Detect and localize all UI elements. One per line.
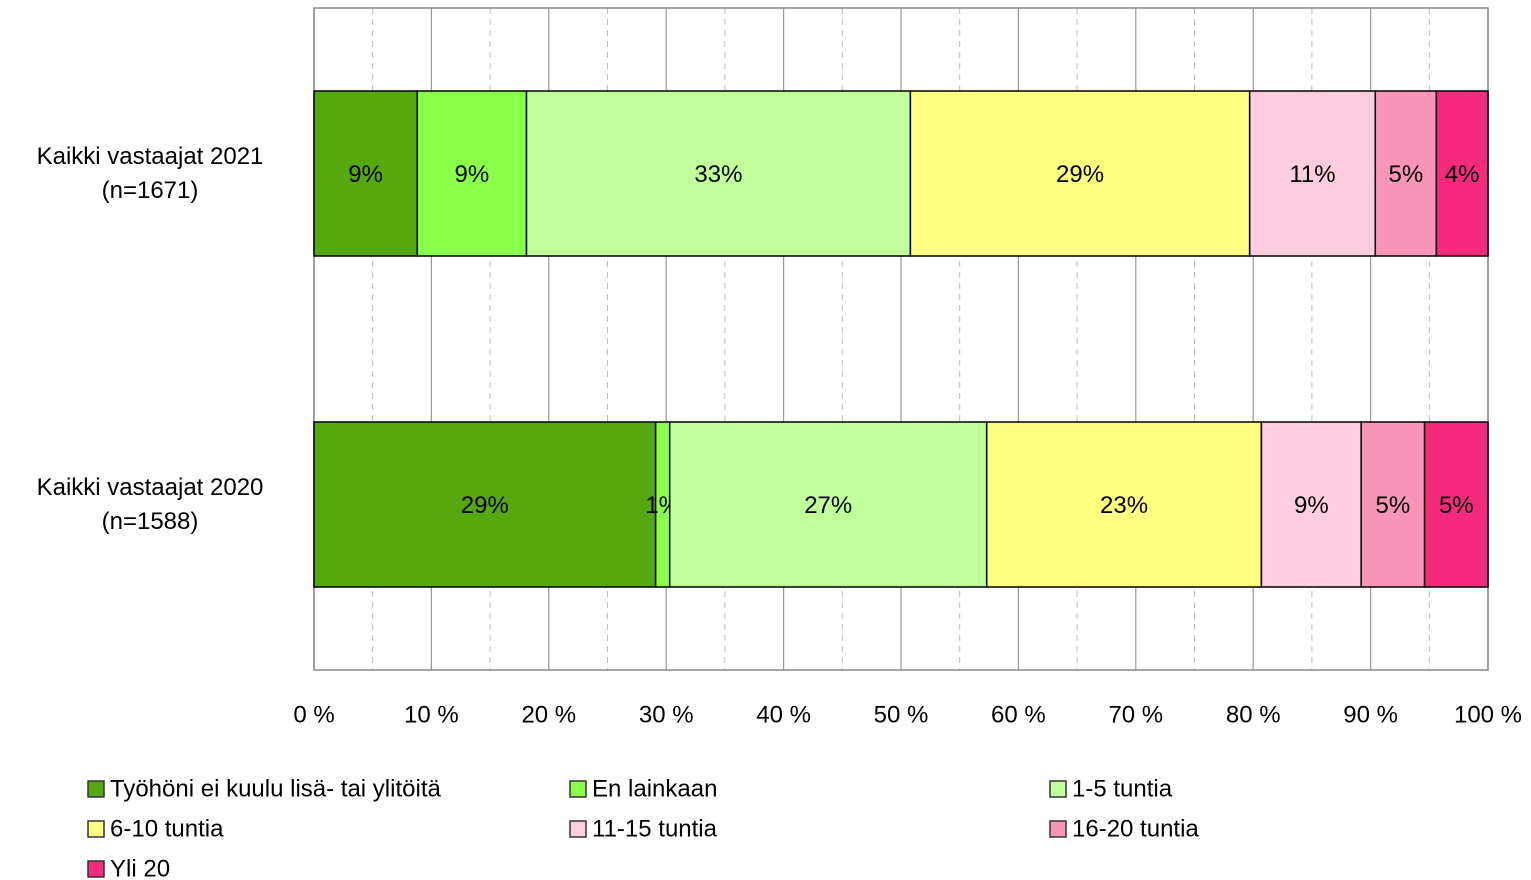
x-tick-label: 20 % [521, 701, 576, 728]
legend-label: 6-10 tuntia [110, 815, 224, 842]
legend-label: 1-5 tuntia [1072, 775, 1173, 802]
legend-swatch [87, 780, 105, 798]
legend-swatch [87, 860, 105, 878]
data-label: 5% [1376, 492, 1411, 519]
bar-segment [1423, 421, 1489, 588]
x-tick-label: 60 % [991, 701, 1046, 728]
data-label: 11% [1289, 161, 1335, 188]
x-tick-label: 10 % [404, 701, 459, 728]
bar-segment [1360, 421, 1426, 588]
plot-border [313, 7, 1489, 671]
data-label: 4% [1445, 161, 1480, 188]
data-label: 5% [1439, 492, 1474, 519]
legend-swatch [569, 780, 587, 798]
x-tick-label: 80 % [1226, 701, 1281, 728]
bar-segment [1260, 421, 1362, 588]
x-tick-label: 30 % [639, 701, 694, 728]
x-tick-label: 50 % [874, 701, 929, 728]
data-label: 9% [455, 161, 490, 188]
legend-label: En lainkaan [592, 775, 717, 802]
legend-label: 16-20 tuntia [1072, 815, 1199, 842]
bar-segment [985, 421, 1263, 588]
data-label: 29% [461, 492, 509, 519]
data-label: 33% [694, 161, 742, 188]
legend-label: Yli 20 [110, 855, 170, 880]
legend-swatch [1049, 780, 1067, 798]
bar-segment [416, 90, 528, 257]
bar-segment [1435, 90, 1489, 257]
x-tick-label: 90 % [1343, 701, 1398, 728]
legend-label: Työhöni ei kuulu lisä- tai ylitöitä [110, 775, 441, 802]
data-label: 9% [348, 161, 383, 188]
x-tick-label: 70 % [1108, 701, 1163, 728]
bar-segment [668, 421, 988, 588]
legend-swatch [569, 820, 587, 838]
y-tick-label: Kaikki vastaajat 2021 (n=1671) [36, 142, 264, 204]
data-label: 5% [1388, 161, 1423, 188]
x-tick-label: 100 % [1454, 701, 1522, 728]
x-tick-label: 0 % [293, 701, 334, 728]
bar-segment [313, 421, 657, 588]
bar-segment [313, 90, 419, 257]
data-label: 9% [1294, 492, 1329, 519]
legend-swatch [87, 820, 105, 838]
bar-segment [1248, 90, 1377, 257]
data-label: 23% [1100, 492, 1148, 519]
x-tick-label: 40 % [756, 701, 811, 728]
legend-label: 11-15 tuntia [592, 815, 718, 842]
data-label: 27% [804, 492, 852, 519]
legend-swatch [1049, 820, 1067, 838]
bar-segment [525, 90, 912, 257]
data-label: 29% [1056, 161, 1104, 188]
y-tick-label: Kaikki vastaajat 2020 (n=1588) [36, 473, 264, 535]
